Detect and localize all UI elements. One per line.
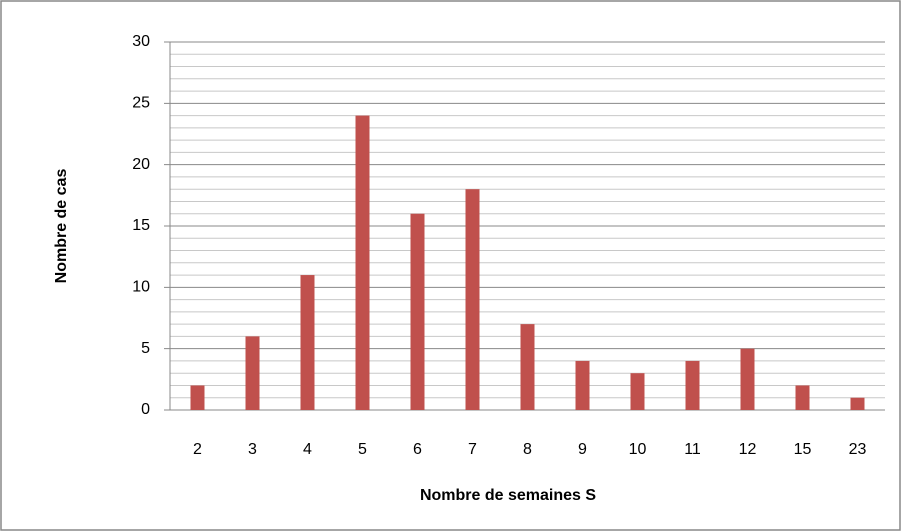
y-tick-label: 10 [132, 279, 150, 296]
x-tick-label: 6 [413, 441, 422, 458]
bar [685, 360, 700, 410]
x-tick-label: 23 [849, 441, 867, 458]
x-tick-label: 7 [468, 441, 477, 458]
x-tick-label: 9 [578, 441, 587, 458]
x-tick-label: 8 [523, 441, 532, 458]
x-tick-label: 11 [684, 441, 701, 458]
bar [850, 397, 865, 410]
x-tick-label: 12 [739, 441, 757, 458]
bar [245, 336, 260, 410]
bar [465, 189, 480, 410]
x-tick-label: 4 [303, 441, 312, 458]
bar [575, 360, 590, 410]
bar [795, 385, 810, 410]
x-tick-label: 2 [193, 441, 202, 458]
bar [300, 275, 315, 410]
bar [410, 213, 425, 410]
x-tick-label: 15 [794, 441, 812, 458]
y-tick-label: 0 [141, 401, 150, 418]
x-tick-label: 10 [629, 441, 647, 458]
y-axis-title: Nombre de cas [53, 169, 70, 284]
bar [520, 324, 535, 410]
y-tick-label: 25 [132, 95, 150, 112]
bar [740, 348, 755, 410]
y-tick-label: 30 [132, 33, 150, 50]
y-tick-label: 15 [132, 217, 150, 234]
y-tick-label: 5 [141, 340, 150, 357]
bar [355, 115, 370, 410]
x-tick-label: 5 [358, 441, 367, 458]
bar [630, 373, 645, 410]
x-axis-title: Nombre de semaines S [420, 487, 596, 504]
bar [190, 385, 205, 410]
y-tick-label: 20 [132, 156, 150, 173]
x-tick-label: 3 [248, 441, 257, 458]
